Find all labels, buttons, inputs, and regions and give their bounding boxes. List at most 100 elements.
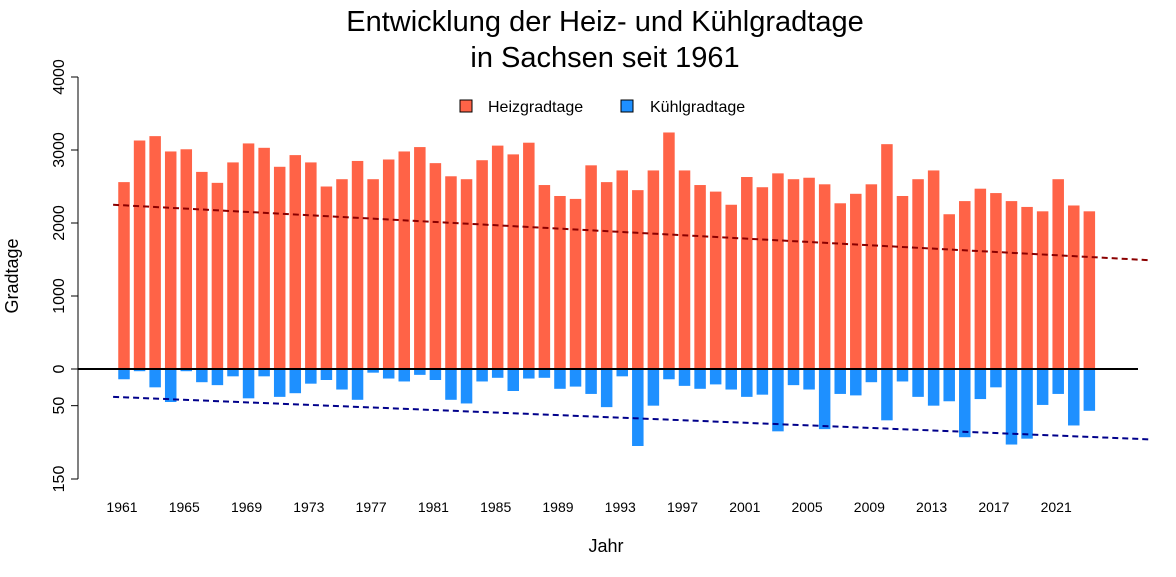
heating-bar-1995 [647, 170, 660, 369]
heating-bar-1974 [320, 186, 333, 369]
cooling-bar-2001 [741, 369, 753, 397]
cooling-bar-2017 [990, 369, 1002, 388]
heating-bar-2018 [1005, 201, 1018, 369]
heating-bar-2010 [881, 144, 893, 369]
heating-bar-2015 [959, 201, 971, 369]
heating-bar-1998 [694, 185, 706, 369]
heating-bar-2019 [1021, 206, 1033, 369]
cooling-bar-2020 [1036, 369, 1049, 405]
x-tick-label-1973: 1973 [293, 499, 324, 515]
cooling-bar-1981 [429, 369, 442, 380]
heating-bar-2002 [756, 187, 769, 369]
heating-bar-2023 [1083, 211, 1096, 369]
cooling-bar-1990 [569, 369, 582, 387]
cooling-bar-1976 [351, 369, 364, 400]
heating-bar-1966 [196, 171, 208, 369]
cooling-bar-1999 [709, 369, 722, 385]
x-tick-label-2021: 2021 [1041, 499, 1072, 515]
heating-bar-2005 [803, 177, 815, 369]
heating-bar-2004 [787, 179, 800, 369]
heating-bar-2021 [1052, 179, 1064, 369]
x-tick-label-2017: 2017 [978, 499, 1009, 515]
cooling-bar-1964 [164, 369, 177, 402]
heating-bar-1989 [554, 195, 566, 369]
cooling-bar-2021 [1052, 369, 1064, 394]
cooling-bar-1991 [585, 369, 597, 394]
y-tick-2000-label: 2000 [51, 205, 68, 241]
cooling-bar-2014 [943, 369, 955, 402]
heating-bar-1970 [258, 147, 270, 369]
cooling-bar-1968 [227, 369, 239, 377]
cooling-bar-2000 [725, 369, 737, 390]
x-tick-label-1985: 1985 [480, 499, 511, 515]
cooling-bar-1972 [289, 369, 302, 394]
cooling-bar-1988 [538, 369, 551, 378]
heating-bar-1977 [367, 179, 379, 369]
heating-bar-1990 [569, 198, 582, 369]
cooling-bar-2022 [1068, 369, 1080, 426]
y-tick-4000-label: 4000 [51, 59, 68, 95]
cooling-bar-1987 [523, 369, 535, 379]
cooling-bar-1994 [632, 369, 644, 446]
cooling-bar-1989 [554, 369, 566, 389]
legend-swatch-cooling [620, 99, 634, 113]
heating-bar-2020 [1036, 211, 1049, 369]
heating-bar-2007 [834, 203, 846, 369]
cooling-bar-2006 [818, 369, 831, 430]
chart-title-line-2: in Sachsen seit 1961 [470, 42, 740, 74]
heating-bar-2000 [725, 204, 737, 369]
heating-bar-1980 [414, 147, 426, 369]
cooling-bar-2016 [974, 369, 987, 400]
cooling-bar-2023 [1083, 369, 1096, 411]
cooling-bar-2019 [1021, 369, 1033, 439]
heating-bar-1981 [429, 163, 442, 369]
y-axis-label: Gradtage [2, 238, 22, 313]
cooling-bar-1979 [398, 369, 411, 382]
cooling-trend-line [113, 395, 1151, 441]
heating-bar-1988 [538, 185, 551, 369]
cooling-bar-2003 [772, 369, 784, 432]
y-tick-lower-150-label: 150 [51, 466, 68, 493]
heating-bar-2008 [850, 193, 862, 369]
cooling-bar-1973 [305, 369, 317, 384]
heating-bars [118, 132, 1096, 369]
cooling-bar-1995 [647, 369, 660, 406]
heating-bar-2013 [927, 170, 940, 369]
x-tick-label-2005: 2005 [792, 499, 823, 515]
cooling-bar-1980 [414, 369, 426, 375]
cooling-bar-1996 [663, 369, 675, 380]
heating-bar-1985 [491, 145, 504, 369]
cooling-bar-1970 [258, 369, 270, 377]
heating-bar-2009 [865, 184, 878, 369]
heating-bar-1997 [678, 170, 691, 369]
heating-bar-2012 [912, 179, 924, 369]
heating-bar-1992 [600, 182, 613, 369]
y-tick-lower-50-label: 50 [51, 397, 68, 415]
heating-bar-1991 [585, 165, 597, 369]
cooling-bar-1962 [133, 369, 146, 372]
x-tick-label-2009: 2009 [854, 499, 885, 515]
heating-bar-2017 [990, 193, 1002, 369]
y-tick-0-label: 0 [51, 364, 68, 373]
heating-bar-1972 [289, 155, 302, 369]
cooling-bar-1986 [507, 369, 519, 391]
heating-bar-1963 [149, 136, 161, 369]
heating-bar-2011 [896, 195, 909, 369]
heating-bar-1984 [476, 160, 488, 369]
heating-bar-2016 [974, 188, 987, 369]
heating-bar-2003 [772, 173, 784, 369]
legend-swatch-heating [459, 99, 473, 113]
cooling-bars [118, 369, 1096, 446]
cooling-bar-1985 [491, 369, 504, 378]
chart-title-line-1: Entwicklung der Heiz- und Kühlgradtage [346, 6, 864, 38]
x-tick-label-2001: 2001 [729, 499, 760, 515]
heating-bar-2014 [943, 214, 955, 369]
cooling-bar-1974 [320, 369, 333, 380]
cooling-bar-1961 [118, 369, 130, 380]
heating-bar-1994 [632, 190, 644, 369]
y-tick-1000-label: 1000 [51, 278, 68, 314]
cooling-bar-2002 [756, 369, 769, 395]
heating-bar-1999 [709, 191, 722, 369]
cooling-bar-1984 [476, 369, 488, 382]
